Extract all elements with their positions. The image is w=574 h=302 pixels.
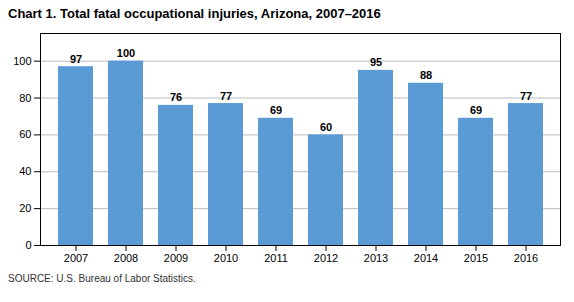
svg-text:2009: 2009 xyxy=(164,252,188,264)
svg-text:2013: 2013 xyxy=(364,252,388,264)
svg-text:60: 60 xyxy=(320,121,332,133)
svg-text:60: 60 xyxy=(19,128,31,140)
svg-text:76: 76 xyxy=(170,91,182,103)
svg-text:69: 69 xyxy=(470,104,482,116)
svg-text:2010: 2010 xyxy=(214,252,238,264)
svg-text:69: 69 xyxy=(270,104,282,116)
svg-text:2016: 2016 xyxy=(514,252,538,264)
svg-text:2011: 2011 xyxy=(264,252,288,264)
svg-text:88: 88 xyxy=(420,69,432,81)
html-text:Chart 1. Total fatal occupatio: Chart 1. Total fatal occupational injuri… xyxy=(8,6,381,21)
svg-text:80: 80 xyxy=(19,92,31,104)
svg-text:77: 77 xyxy=(220,90,232,102)
svg-text:2008: 2008 xyxy=(114,252,138,264)
svg-text:2012: 2012 xyxy=(314,252,338,264)
svg-text:0: 0 xyxy=(25,239,31,251)
svg-text:77: 77 xyxy=(520,90,532,102)
svg-text:100: 100 xyxy=(117,47,135,59)
svg-text:40: 40 xyxy=(19,165,31,177)
svg-text:100: 100 xyxy=(13,55,31,67)
svg-text:2007: 2007 xyxy=(64,252,88,264)
svg-text:97: 97 xyxy=(70,53,82,65)
html-text:SOURCE: U.S. Bureau of Labor S: SOURCE: U.S. Bureau of Labor Statistics. xyxy=(8,273,196,284)
svg-text:2015: 2015 xyxy=(464,252,488,264)
svg-text:20: 20 xyxy=(19,202,31,214)
svg-text:95: 95 xyxy=(370,56,382,68)
svg-text:2014: 2014 xyxy=(414,252,438,264)
